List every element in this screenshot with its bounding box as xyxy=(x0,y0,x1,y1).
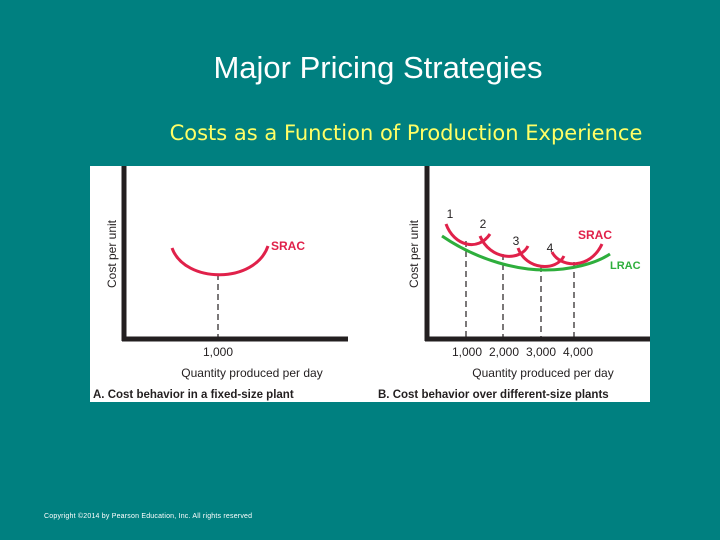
panel-b-tick-1000: 1,000 xyxy=(452,345,482,359)
panel-a-caption: A. Cost behavior in a fixed-size plant xyxy=(93,389,294,401)
cost-curves-svg: Cost per unit SRAC 1,000 Quantity produc… xyxy=(93,166,650,401)
panel-b-xlabel: Quantity produced per day xyxy=(472,366,613,380)
panel-a-ylabel: Cost per unit xyxy=(105,219,119,288)
panel-b-tick-4000: 4,000 xyxy=(563,345,593,359)
panel-b-ylabel: Cost per unit xyxy=(407,219,421,288)
panel-b-curve-number-2: 2 xyxy=(480,217,487,231)
panel-b: Cost per unit 1 2 3 4 SRAC LRAC 1,000 2,… xyxy=(378,166,650,401)
slide-subtitle: Costs as a Function of Production Experi… xyxy=(169,121,643,145)
panel-b-lrac-label: LRAC xyxy=(610,260,641,272)
panel-b-tick-3000: 3,000 xyxy=(526,345,556,359)
panel-b-srac-curve-2 xyxy=(478,235,530,258)
panel-b-srac-curve-1 xyxy=(444,223,492,246)
panel-a-srac-label: SRAC xyxy=(271,239,305,253)
panel-b-caption: B. Cost behavior over different-size pla… xyxy=(378,389,609,401)
panel-b-curve-number-4: 4 xyxy=(547,241,554,255)
panel-b-srac-curve-4 xyxy=(550,243,604,266)
copyright-notice: Copyright ©2014 by Pearson Education, In… xyxy=(44,513,253,520)
panel-b-tick-2000: 2,000 xyxy=(489,345,519,359)
panel-a-xlabel: Quantity produced per day xyxy=(181,366,322,380)
cost-curves-figure: Cost per unit SRAC 1,000 Quantity produc… xyxy=(90,166,650,402)
panel-a: Cost per unit SRAC 1,000 Quantity produc… xyxy=(93,166,348,401)
panel-b-curve-number-3: 3 xyxy=(513,234,520,248)
panel-b-lrac-curve xyxy=(441,234,611,272)
panel-a-srac-curve xyxy=(170,245,270,277)
panel-b-srac-label: SRAC xyxy=(578,228,612,242)
panel-b-curve-number-1: 1 xyxy=(447,207,454,221)
panel-a-tick-1000: 1,000 xyxy=(203,345,233,359)
slide-title: Major Pricing Strategies xyxy=(213,50,543,85)
